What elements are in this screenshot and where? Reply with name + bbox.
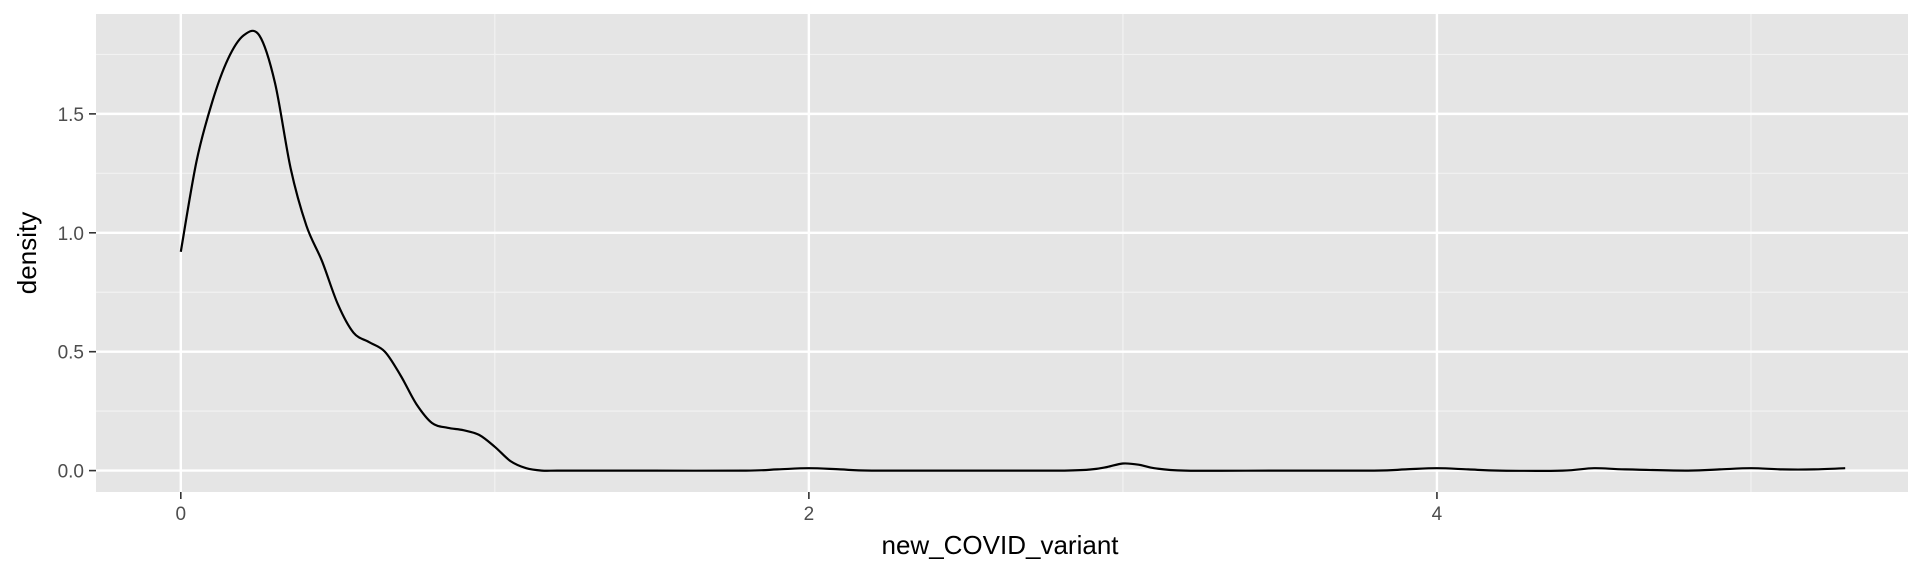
minor-gridlines <box>96 14 1908 492</box>
x-tick-label: 0 <box>176 504 187 525</box>
x-tick-label: 4 <box>1432 504 1443 525</box>
y-tick-label: 1.5 <box>58 105 84 126</box>
y-axis-title: density <box>12 212 42 294</box>
x-axis-title: new_COVID_variant <box>882 530 1120 560</box>
density-line <box>179 29 1846 472</box>
y-tick-label: 1.0 <box>58 224 84 245</box>
y-axis-ticks: 0.0 0.5 1.0 1.5 <box>58 105 96 483</box>
y-tick-label: 0.0 <box>58 462 84 483</box>
x-tick-label: 2 <box>804 504 815 525</box>
major-gridlines <box>96 14 1908 492</box>
x-axis-ticks: 0 2 4 <box>176 492 1443 525</box>
plot-panel <box>96 14 1908 492</box>
y-tick-label: 0.5 <box>58 343 84 364</box>
density-series <box>179 29 1846 472</box>
